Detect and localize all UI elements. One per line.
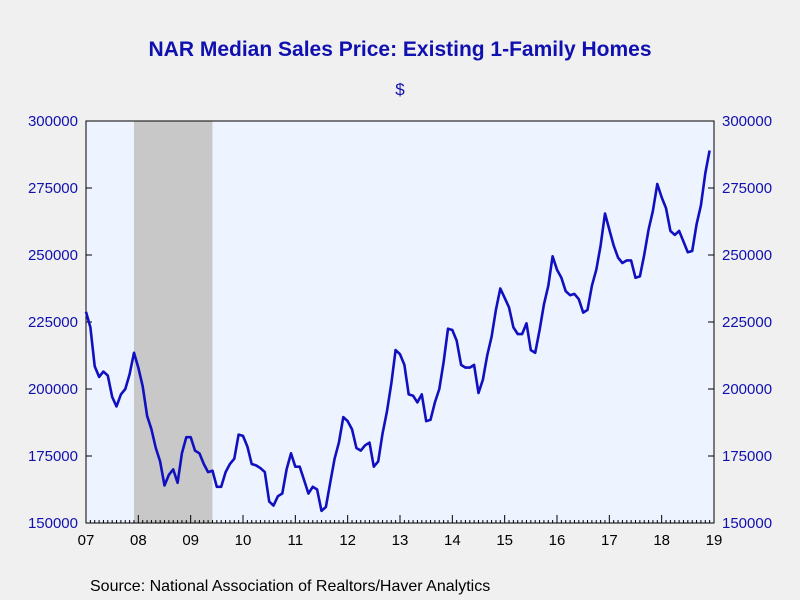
y-tick-label-left: 200000 xyxy=(28,381,78,398)
x-tick-label: 08 xyxy=(130,532,147,549)
x-tick-label: 19 xyxy=(706,532,723,549)
chart-title: NAR Median Sales Price: Existing 1-Famil… xyxy=(148,38,652,61)
y-tick-label-left: 275000 xyxy=(28,180,78,197)
y-tick-label-right: 150000 xyxy=(722,515,772,532)
x-tick-label: 07 xyxy=(78,532,95,549)
y-tick-label-left: 300000 xyxy=(28,113,78,130)
recession-band xyxy=(133,121,213,523)
x-tick-label: 18 xyxy=(653,532,670,549)
x-tick-label: 11 xyxy=(288,532,304,549)
y-tick-label-right: 175000 xyxy=(722,448,772,465)
chart-subtitle: $ xyxy=(395,80,405,99)
source-note: Source: National Association of Realtors… xyxy=(90,578,491,595)
y-tick-label-left: 150000 xyxy=(28,515,78,532)
y-tick-label-right: 275000 xyxy=(722,180,772,197)
y-tick-label-left: 250000 xyxy=(28,247,78,264)
x-tick-label: 09 xyxy=(182,532,199,549)
x-tick-label: 16 xyxy=(549,532,566,549)
y-tick-label-right: 200000 xyxy=(722,381,772,398)
y-tick-label-left: 225000 xyxy=(28,314,78,331)
x-tick-label: 14 xyxy=(444,532,461,549)
x-tick-label: 15 xyxy=(496,532,513,549)
x-tick-label: 10 xyxy=(235,532,252,549)
y-tick-label-right: 250000 xyxy=(722,247,772,264)
x-tick-label: 13 xyxy=(392,532,409,549)
x-tick-label: 12 xyxy=(339,532,356,549)
y-tick-label-right: 225000 xyxy=(722,314,772,331)
x-tick-label: 17 xyxy=(601,532,618,549)
series-line xyxy=(84,150,711,513)
y-tick-label-right: 300000 xyxy=(722,113,772,130)
y-tick-label-left: 175000 xyxy=(28,448,78,465)
